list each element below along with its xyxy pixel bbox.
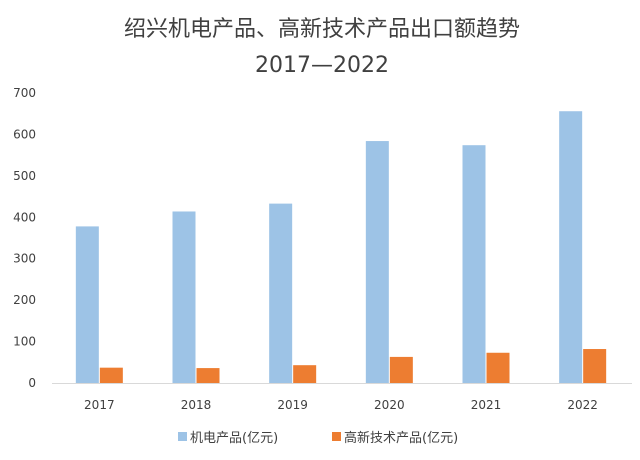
- chart-subtitle: 2017—2022: [255, 53, 389, 78]
- x-tick-label: 2022: [567, 398, 598, 412]
- x-tick-label: 2021: [471, 398, 502, 412]
- bar-high-tech: [293, 365, 317, 383]
- bar-series: [75, 111, 607, 383]
- y-tick-label: 700: [13, 86, 36, 100]
- bar-mechanical-electrical: [462, 145, 486, 383]
- y-tick-label: 300: [13, 252, 36, 266]
- legend-label: 高新技术产品(亿元): [344, 430, 458, 446]
- chart-title: 绍兴机电产品、高新技术产品出口额趋势: [124, 17, 520, 42]
- bar-high-tech: [99, 367, 123, 383]
- bar-high-tech: [583, 349, 607, 383]
- legend: 机电产品(亿元) 高新技术产品(亿元): [178, 430, 458, 446]
- y-tick-label: 500: [13, 169, 36, 183]
- x-axis-ticks: 2017 2018 2019 2020 2021 2022: [84, 398, 598, 412]
- y-tick-label: 600: [13, 127, 36, 141]
- legend-label: 机电产品(亿元): [190, 431, 278, 446]
- y-axis-ticks: 0 100 200 300 400 500 600 700: [13, 86, 36, 390]
- x-tick-label: 2020: [374, 398, 405, 412]
- bar-mechanical-electrical: [172, 211, 196, 383]
- x-tick-label: 2018: [181, 398, 212, 412]
- bar-mechanical-electrical: [75, 226, 99, 383]
- x-tick-label: 2017: [84, 398, 115, 412]
- legend-swatch: [332, 432, 341, 441]
- x-tick-label: 2019: [277, 398, 308, 412]
- bar-high-tech: [389, 356, 413, 383]
- y-tick-label: 200: [13, 293, 36, 307]
- bar-high-tech: [486, 352, 510, 383]
- legend-swatch: [178, 432, 187, 441]
- bar-high-tech: [196, 368, 220, 383]
- y-tick-label: 0: [28, 376, 36, 390]
- bar-mechanical-electrical: [269, 203, 293, 383]
- bar-mechanical-electrical: [559, 111, 583, 383]
- y-tick-label: 100: [13, 335, 36, 349]
- bar-mechanical-electrical: [365, 141, 389, 383]
- y-tick-label: 400: [13, 210, 36, 224]
